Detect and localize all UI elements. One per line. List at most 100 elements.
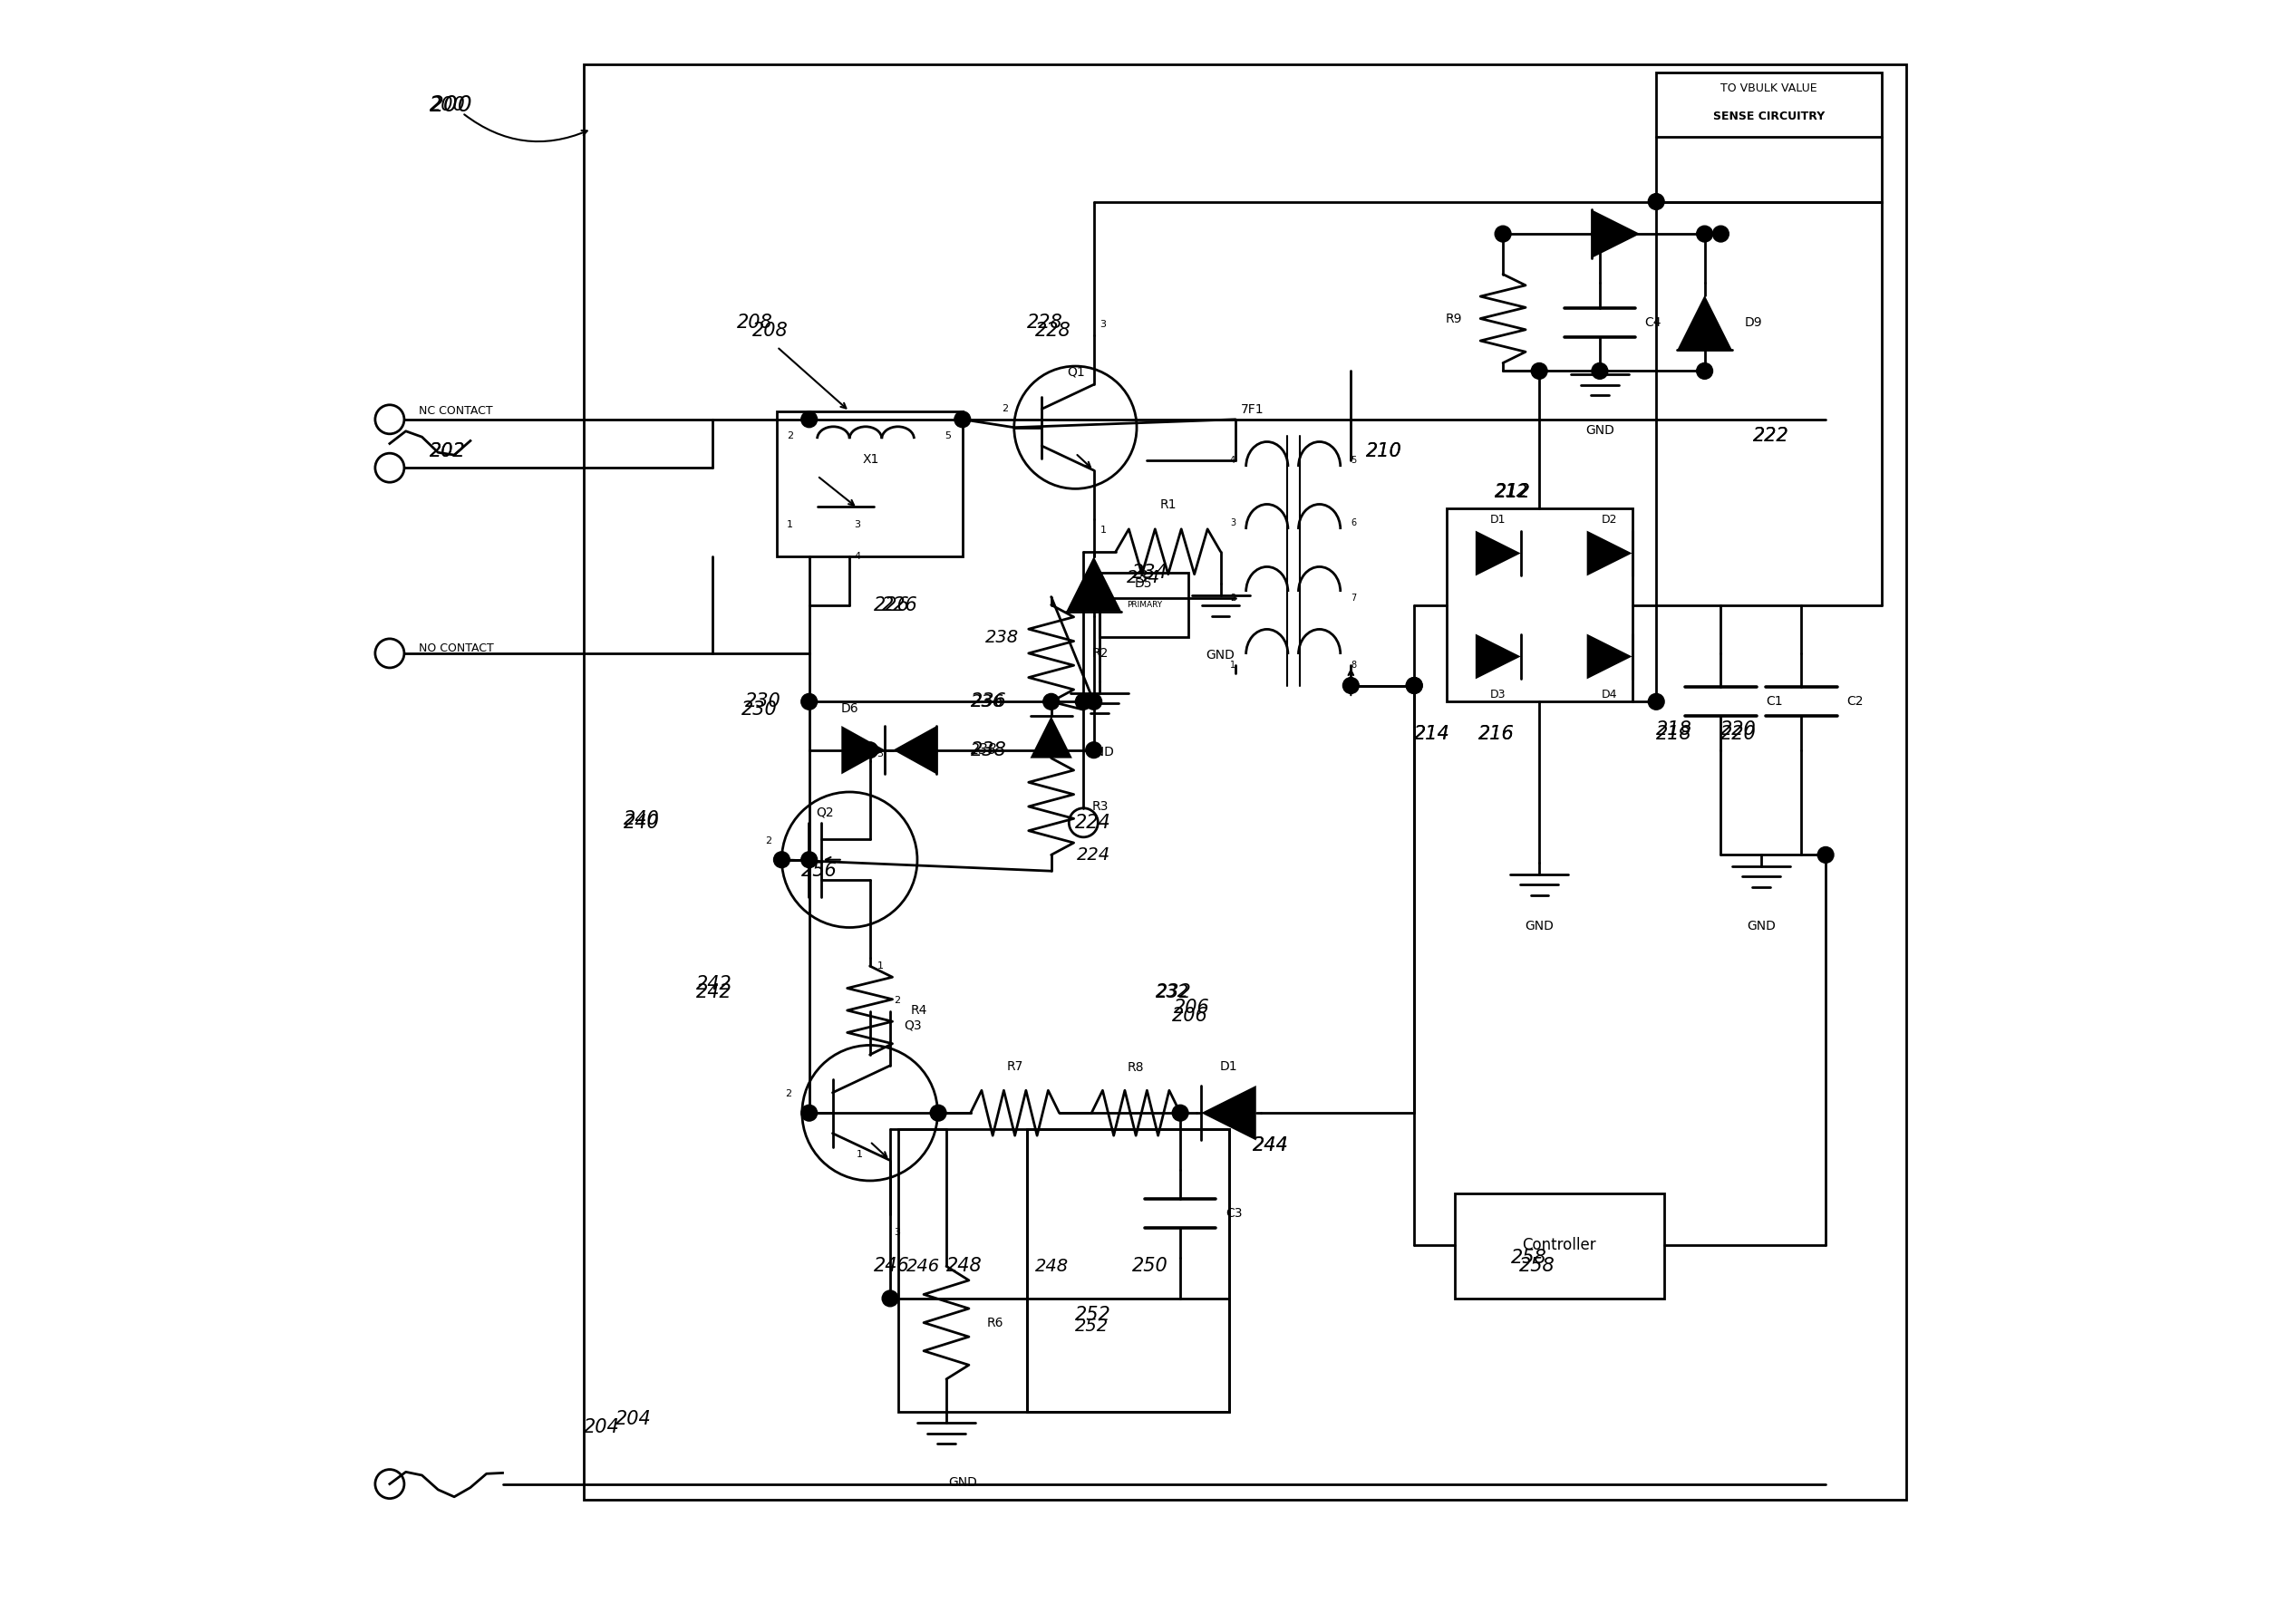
Circle shape bbox=[1086, 742, 1102, 758]
Text: R6: R6 bbox=[987, 1316, 1003, 1329]
Bar bbox=[898, 1129, 1026, 1411]
Polygon shape bbox=[840, 726, 884, 774]
Text: 222: 222 bbox=[1754, 426, 1789, 445]
Text: 242: 242 bbox=[696, 982, 732, 1002]
Text: 1: 1 bbox=[1231, 661, 1235, 669]
Text: GND: GND bbox=[1205, 648, 1235, 661]
Text: 240: 240 bbox=[625, 810, 659, 829]
Text: 240: 240 bbox=[625, 813, 659, 832]
Text: 2: 2 bbox=[785, 1090, 792, 1098]
Circle shape bbox=[1649, 194, 1665, 210]
Text: 8: 8 bbox=[1350, 661, 1357, 669]
Text: 236: 236 bbox=[971, 694, 1003, 710]
Polygon shape bbox=[1476, 531, 1520, 576]
Text: 224: 224 bbox=[1077, 847, 1111, 863]
Text: R7: R7 bbox=[1006, 1060, 1024, 1073]
Circle shape bbox=[801, 852, 817, 868]
Text: 222: 222 bbox=[1754, 426, 1789, 445]
Text: 200: 200 bbox=[429, 95, 466, 115]
Circle shape bbox=[1405, 677, 1421, 694]
Text: GND: GND bbox=[1525, 919, 1554, 932]
Text: TO VBULK VALUE: TO VBULK VALUE bbox=[1722, 82, 1818, 95]
Text: 2: 2 bbox=[1001, 405, 1008, 413]
Circle shape bbox=[1173, 1105, 1189, 1121]
Bar bbox=[1456, 1194, 1665, 1298]
Text: 216: 216 bbox=[1479, 724, 1515, 744]
Text: 250: 250 bbox=[1132, 1257, 1169, 1276]
Text: 228: 228 bbox=[1026, 313, 1063, 332]
Text: 248: 248 bbox=[1035, 1258, 1068, 1274]
Circle shape bbox=[1697, 363, 1713, 379]
Text: 2: 2 bbox=[1231, 594, 1235, 603]
Text: 246: 246 bbox=[907, 1258, 939, 1274]
Text: 3: 3 bbox=[877, 748, 884, 758]
Text: R3: R3 bbox=[1091, 800, 1109, 813]
Text: 226: 226 bbox=[882, 595, 918, 615]
Text: 218: 218 bbox=[1655, 719, 1692, 739]
Text: R4: R4 bbox=[909, 1003, 928, 1016]
Text: 252: 252 bbox=[1075, 1318, 1109, 1334]
Text: 1: 1 bbox=[1100, 526, 1107, 534]
Circle shape bbox=[774, 852, 790, 868]
Circle shape bbox=[1042, 694, 1058, 710]
Text: C2: C2 bbox=[1846, 695, 1864, 708]
Text: 6: 6 bbox=[1350, 518, 1357, 527]
Text: 206: 206 bbox=[1173, 1007, 1208, 1026]
Text: 212: 212 bbox=[1495, 484, 1529, 500]
Polygon shape bbox=[1587, 634, 1632, 679]
Text: 214: 214 bbox=[1414, 724, 1451, 744]
Polygon shape bbox=[1591, 210, 1639, 258]
Text: 232: 232 bbox=[1157, 984, 1189, 1000]
Circle shape bbox=[1649, 694, 1665, 710]
Circle shape bbox=[1405, 677, 1421, 694]
Text: R8: R8 bbox=[1127, 1061, 1143, 1074]
Text: NO CONTACT: NO CONTACT bbox=[418, 642, 494, 655]
Text: PRIMARY: PRIMARY bbox=[1127, 600, 1162, 610]
Text: 2: 2 bbox=[765, 837, 771, 845]
Polygon shape bbox=[1031, 716, 1072, 758]
Text: 224: 224 bbox=[1075, 813, 1111, 832]
Text: 212: 212 bbox=[1495, 482, 1531, 502]
Text: SENSE CIRCUITRY: SENSE CIRCUITRY bbox=[1713, 110, 1825, 123]
Text: D5: D5 bbox=[1134, 577, 1153, 590]
Text: 200: 200 bbox=[429, 94, 473, 116]
Circle shape bbox=[801, 411, 817, 427]
Polygon shape bbox=[1065, 556, 1120, 611]
Text: C4: C4 bbox=[1644, 316, 1662, 329]
Polygon shape bbox=[1201, 1086, 1256, 1140]
Text: 2: 2 bbox=[893, 995, 900, 1005]
Text: 252: 252 bbox=[1075, 1305, 1111, 1324]
Polygon shape bbox=[1587, 531, 1632, 576]
Bar bbox=[1100, 573, 1189, 637]
Text: D1: D1 bbox=[1219, 1060, 1238, 1073]
Text: 236: 236 bbox=[971, 692, 1006, 711]
Text: 228: 228 bbox=[1035, 321, 1072, 340]
Circle shape bbox=[1086, 694, 1102, 710]
Text: 258: 258 bbox=[1520, 1257, 1554, 1276]
Text: 230: 230 bbox=[744, 692, 781, 711]
Text: C3: C3 bbox=[1226, 1208, 1242, 1219]
Bar bbox=[1026, 1129, 1228, 1411]
Circle shape bbox=[1591, 363, 1607, 379]
Circle shape bbox=[1075, 694, 1091, 710]
Polygon shape bbox=[893, 726, 937, 774]
Text: 230: 230 bbox=[742, 700, 778, 719]
Text: 204: 204 bbox=[583, 1418, 620, 1437]
Text: 256: 256 bbox=[801, 861, 838, 881]
Bar bbox=[1446, 508, 1632, 702]
Text: 5: 5 bbox=[946, 431, 951, 440]
Text: 204: 204 bbox=[615, 1410, 652, 1429]
Bar bbox=[1655, 73, 1883, 202]
Text: GND: GND bbox=[1086, 747, 1114, 758]
Text: 234: 234 bbox=[1127, 569, 1162, 586]
Text: D9: D9 bbox=[1745, 316, 1763, 329]
Text: Q1: Q1 bbox=[1068, 366, 1086, 379]
Text: 238: 238 bbox=[971, 744, 996, 756]
Text: Q2: Q2 bbox=[815, 806, 833, 819]
Text: 2: 2 bbox=[788, 431, 792, 440]
Text: 248: 248 bbox=[946, 1257, 983, 1276]
Text: 244: 244 bbox=[1254, 1136, 1288, 1155]
Text: 258: 258 bbox=[1511, 1248, 1548, 1268]
Text: 3: 3 bbox=[854, 519, 861, 529]
Text: 212: 212 bbox=[1495, 482, 1531, 502]
